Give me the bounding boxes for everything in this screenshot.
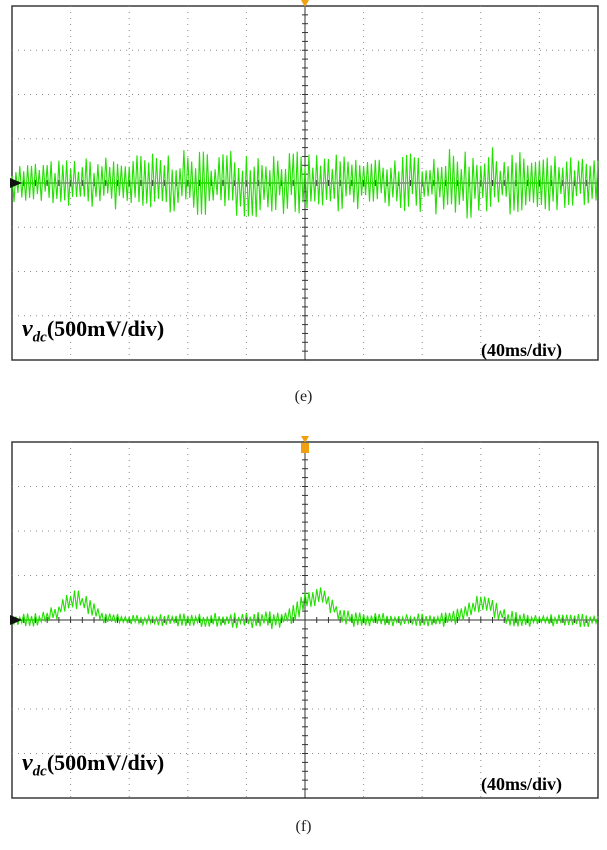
axis-ticks: [11, 5, 599, 361]
grid: [12, 6, 598, 360]
trigger-badge-icon: [301, 443, 309, 453]
trigger-marker-icon: [301, 0, 309, 7]
axis-ticks: [11, 441, 599, 799]
trigger-marker-icon: [301, 436, 309, 443]
signal-trace: [11, 147, 599, 219]
caption-f: (f): [295, 818, 312, 835]
scope-screen-e: [10, 0, 599, 361]
scope-panel-e: vdc(500mV/div) (40ms/div) (e): [0, 0, 607, 420]
caption-e: (e): [294, 388, 313, 405]
ground-marker-icon: [10, 615, 22, 625]
signal-trace: [11, 587, 599, 630]
channel-label-e: vdc(500mV/div): [22, 316, 165, 346]
time-scale-e: (40ms/div): [481, 340, 562, 360]
channel-label-f: vdc(500mV/div): [22, 750, 165, 780]
ground-marker-icon: [10, 178, 22, 188]
scope-panel-f: vdc(500mV/div) (40ms/div) (f): [0, 432, 607, 850]
time-scale-f: (40ms/div): [481, 774, 562, 794]
scope-screen-f: [10, 436, 599, 799]
